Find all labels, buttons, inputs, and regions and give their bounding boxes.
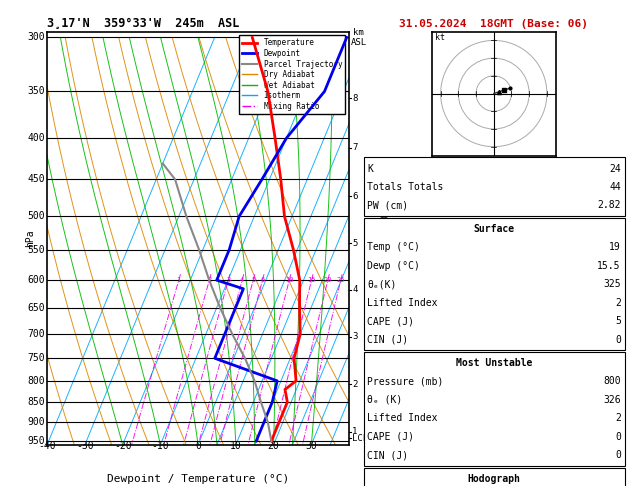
Text: 750: 750: [28, 353, 45, 363]
Text: 3¸17'N  359°33'W  245m  ASL: 3¸17'N 359°33'W 245m ASL: [47, 17, 240, 31]
Legend: Temperature, Dewpoint, Parcel Trajectory, Dry Adiabat, Wet Adiabat, Isotherm, Mi: Temperature, Dewpoint, Parcel Trajectory…: [239, 35, 345, 114]
Text: 850: 850: [28, 397, 45, 407]
Text: -40: -40: [38, 441, 56, 451]
Text: 44: 44: [609, 182, 621, 192]
Text: 2.82: 2.82: [598, 201, 621, 210]
Text: 15: 15: [308, 277, 316, 283]
Text: 326: 326: [603, 395, 621, 405]
Text: K: K: [367, 164, 373, 174]
Text: 350: 350: [28, 87, 45, 96]
Text: 2: 2: [615, 414, 621, 423]
Text: 0: 0: [615, 451, 621, 460]
Text: CAPE (J): CAPE (J): [367, 316, 415, 326]
Text: 10: 10: [230, 441, 242, 451]
Text: Dewpoint / Temperature (°C): Dewpoint / Temperature (°C): [107, 473, 289, 484]
Text: CIN (J): CIN (J): [367, 451, 408, 460]
Text: 550: 550: [28, 244, 45, 255]
Text: 0: 0: [615, 432, 621, 442]
Text: 25: 25: [337, 277, 345, 283]
Text: 600: 600: [28, 275, 45, 285]
Text: Totals Totals: Totals Totals: [367, 182, 443, 192]
Text: 2: 2: [615, 298, 621, 308]
Text: 700: 700: [28, 329, 45, 339]
Text: 1: 1: [352, 427, 357, 436]
Text: km
ASL: km ASL: [350, 28, 367, 48]
Text: LCL: LCL: [352, 434, 368, 443]
Text: hPa: hPa: [26, 229, 36, 247]
Text: Lifted Index: Lifted Index: [367, 414, 438, 423]
Text: 6: 6: [260, 277, 265, 283]
Text: 24: 24: [609, 164, 621, 174]
Text: 325: 325: [603, 279, 621, 289]
Text: 3: 3: [352, 332, 357, 341]
Text: 3: 3: [226, 277, 230, 283]
Text: Temp (°C): Temp (°C): [367, 243, 420, 252]
Text: 2: 2: [352, 380, 357, 389]
Text: 15.5: 15.5: [598, 261, 621, 271]
Text: Pressure (mb): Pressure (mb): [367, 377, 443, 386]
Text: -10: -10: [152, 441, 169, 451]
Text: 4: 4: [352, 285, 357, 295]
Text: 19: 19: [609, 243, 621, 252]
Text: 30: 30: [306, 441, 317, 451]
Text: 5: 5: [352, 239, 357, 248]
Text: 5: 5: [615, 316, 621, 326]
Text: 8: 8: [352, 94, 357, 103]
Text: 5: 5: [251, 277, 255, 283]
Text: 300: 300: [28, 33, 45, 42]
Text: Hodograph: Hodograph: [467, 474, 521, 484]
Text: 2: 2: [207, 277, 211, 283]
Text: 400: 400: [28, 133, 45, 143]
Text: 650: 650: [28, 303, 45, 313]
Text: 900: 900: [28, 417, 45, 427]
Text: 10: 10: [285, 277, 294, 283]
Text: Mixing Ratio (g/kg): Mixing Ratio (g/kg): [381, 187, 390, 289]
Text: Lifted Index: Lifted Index: [367, 298, 438, 308]
Text: PW (cm): PW (cm): [367, 201, 408, 210]
Text: kt: kt: [435, 34, 445, 42]
Text: Surface: Surface: [474, 224, 515, 234]
Text: 950: 950: [28, 436, 45, 446]
Text: 1: 1: [177, 277, 181, 283]
Text: 800: 800: [603, 377, 621, 386]
Text: © weatheronline.co.uk: © weatheronline.co.uk: [438, 471, 550, 480]
Text: θₑ (K): θₑ (K): [367, 395, 403, 405]
Text: θₑ(K): θₑ(K): [367, 279, 397, 289]
Text: CIN (J): CIN (J): [367, 335, 408, 345]
Text: 800: 800: [28, 376, 45, 386]
Text: 450: 450: [28, 174, 45, 184]
Text: Most Unstable: Most Unstable: [456, 358, 532, 368]
Text: 0: 0: [615, 335, 621, 345]
Text: Dewp (°C): Dewp (°C): [367, 261, 420, 271]
Text: -20: -20: [114, 441, 131, 451]
Text: 20: 20: [268, 441, 279, 451]
Text: 31.05.2024  18GMT (Base: 06): 31.05.2024 18GMT (Base: 06): [399, 19, 588, 29]
Text: CAPE (J): CAPE (J): [367, 432, 415, 442]
Text: -30: -30: [76, 441, 94, 451]
Text: 7: 7: [352, 143, 357, 152]
Text: 6: 6: [352, 191, 357, 201]
Text: 20: 20: [323, 277, 332, 283]
Text: 4: 4: [240, 277, 244, 283]
Text: 500: 500: [28, 211, 45, 221]
Text: 0: 0: [195, 441, 201, 451]
